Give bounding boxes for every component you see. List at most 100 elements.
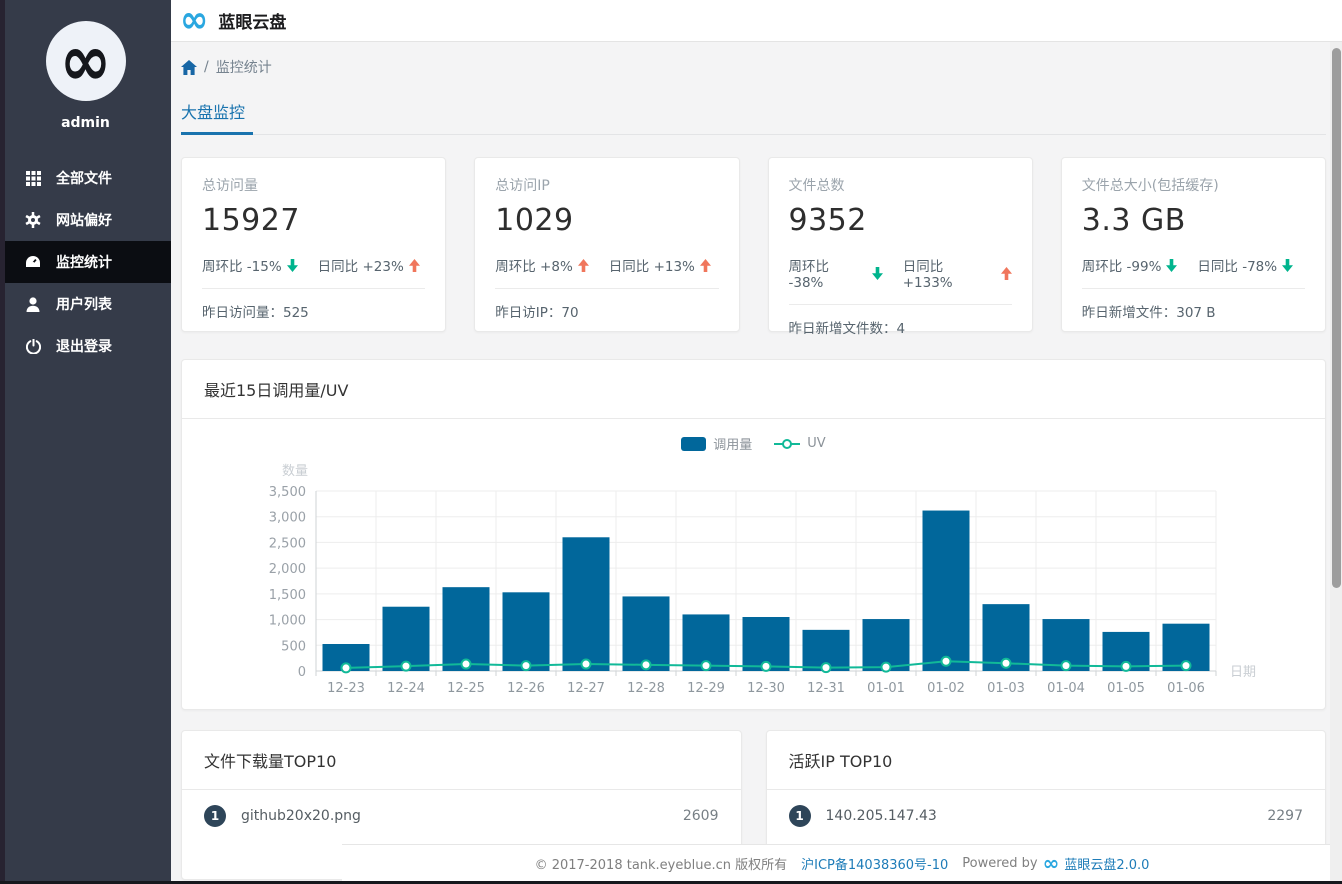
breadcrumb-separator: / (204, 59, 209, 75)
svg-text:12-31: 12-31 (807, 681, 845, 696)
sidebar: ∞ admin 全部文件 网站偏好 监控统计 用户列表 (0, 0, 171, 884)
svg-text:3,500: 3,500 (269, 485, 306, 500)
svg-text:数量: 数量 (282, 464, 308, 479)
trend-arrow-icon (1000, 266, 1012, 280)
rank-badge: 1 (788, 805, 811, 827)
svg-text:01-05: 01-05 (1107, 681, 1145, 696)
copyright-text: © 2017-2018 tank.eyeblue.cn 版权所有 (534, 857, 788, 873)
bar-01-02 (922, 510, 970, 671)
grid-icon (25, 170, 41, 186)
uv-point-12-23 (340, 662, 352, 674)
breadcrumb-current: 监控统计 (215, 60, 272, 76)
trend-day: 日同比 +133% (903, 255, 1012, 291)
svg-text:1,000: 1,000 (269, 614, 306, 629)
trend-day: 日同比 +13% (609, 255, 711, 275)
stat-card-total-visits: 总访问量 15927 周环比 -15% 日同比 +23% 昨日访问量：525 (181, 157, 447, 332)
bar-12-25 (442, 587, 490, 671)
sidebar-item-label: 监控统计 (56, 255, 112, 271)
bar-12-26 (502, 592, 550, 671)
list-item: 1 140.205.147.43 2297 (767, 790, 1326, 842)
uv-point-12-29 (700, 660, 712, 672)
legend-item-calls[interactable]: 调用量 (681, 434, 752, 453)
stat-card-total-files: 文件总数 9352 周环比 -38% 日同比 +133% 昨日新增文件数：4 (767, 157, 1033, 337)
infinity-logo-icon: ∞ (59, 21, 112, 101)
uv-series-swatch-icon (774, 438, 801, 449)
svg-text:3,000: 3,000 (269, 511, 306, 526)
top-header: ∞ 蓝眼云盘 (171, 0, 1342, 42)
stat-card-total-ips: 总访问IP 1029 周环比 +8% 日同比 +13% 昨日访IP：70 (474, 157, 740, 332)
file-name: github20x20.png (241, 808, 361, 824)
stat-label: 总访问量 (202, 178, 258, 194)
trend-week: 周环比 -99% (1082, 255, 1178, 275)
trend-week: 周环比 -15% (202, 255, 298, 275)
list-item: 1 github20x20.png 2609 (182, 790, 741, 842)
uv-point-12-25 (460, 658, 472, 670)
tab-dashboard-monitor[interactable]: 大盘监控 (181, 99, 253, 135)
sidebar-item-logout[interactable]: 退出登录 (0, 325, 171, 367)
breadcrumb: / 监控统计 (181, 56, 1326, 78)
stat-value: 9352 (788, 203, 867, 238)
sidebar-item-user-list[interactable]: 用户列表 (0, 283, 171, 325)
footer-logo-icon: ∞ (1042, 851, 1060, 875)
svg-text:01-03: 01-03 (987, 681, 1025, 696)
svg-text:01-01: 01-01 (867, 681, 905, 696)
power-icon (25, 338, 41, 354)
uv-point-12-31 (820, 662, 832, 674)
svg-text:12-30: 12-30 (747, 681, 785, 696)
svg-text:2,500: 2,500 (269, 536, 306, 551)
legend-item-uv[interactable]: UV (774, 436, 826, 451)
svg-text:1,500: 1,500 (269, 588, 306, 603)
uv-chart-card: 最近15日调用量/UV 调用量 UV 0 500 1,000 1,500 2,000 2,… (181, 359, 1326, 710)
uv-point-12-27 (580, 658, 592, 670)
uv-point-12-26 (520, 660, 532, 672)
stat-label: 文件总大小(包括缓存) (1081, 178, 1219, 194)
uv-point-01-01 (880, 661, 892, 673)
svg-text:01-06: 01-06 (1167, 681, 1205, 696)
uv-point-01-02 (940, 655, 952, 667)
stat-footer: 昨日访IP：70 (495, 305, 579, 321)
scrollbar-track[interactable] (1330, 42, 1342, 881)
svg-text:0: 0 (298, 665, 306, 680)
trend-week: 周环比 -38% (789, 255, 883, 291)
trend-day: 日同比 -78% (1197, 255, 1294, 275)
trend-arrow-icon (1282, 258, 1294, 272)
top-active-ips-title: 活跃IP TOP10 (766, 731, 1325, 790)
powered-by-text: Powered by (962, 855, 1038, 871)
trend-week: 周环比 +8% (495, 255, 589, 275)
stat-footer: 昨日新增文件：307 B (1081, 305, 1216, 321)
bar-12-24 (382, 606, 430, 671)
sidebar-item-monitoring-stats[interactable]: 监控统计 (0, 241, 171, 283)
icp-link[interactable]: 沪ICP备14038360号-10 (801, 857, 949, 873)
trend-arrow-icon (871, 266, 883, 280)
app-logo-icon[interactable]: ∞ (180, 0, 209, 42)
legend-label: UV (807, 436, 826, 451)
calls-series-swatch-icon (681, 436, 707, 451)
sidebar-item-site-preferences[interactable]: 网站偏好 (0, 199, 171, 241)
trend-arrow-icon (699, 258, 711, 272)
sidebar-item-label: 网站偏好 (56, 213, 112, 229)
sidebar-item-all-files[interactable]: 全部文件 (0, 157, 171, 199)
stat-label: 总访问IP (495, 178, 550, 194)
svg-text:12-28: 12-28 (627, 681, 665, 696)
home-icon[interactable] (181, 59, 197, 75)
trend-arrow-icon (408, 258, 420, 272)
gear-icon (25, 212, 41, 228)
chart-legend: 调用量 UV (182, 434, 1325, 453)
stat-label: 文件总数 (788, 178, 845, 194)
window-bottom-edge (0, 881, 1342, 884)
product-link[interactable]: 蓝眼云盘2.0.0 (1064, 857, 1150, 873)
uv-chart-plot: 0 500 1,000 1,500 2,000 2,500 3,000 3,500 12-23 1… (182, 455, 1325, 709)
scrollbar-thumb[interactable] (1331, 48, 1341, 588)
sidebar-item-label: 全部文件 (56, 171, 112, 187)
tabs-bar: 大盘监控 (181, 99, 1326, 135)
stat-value: 15927 (202, 203, 300, 238)
svg-text:12-23: 12-23 (327, 681, 365, 696)
top-downloads-title: 文件下载量TOP10 (182, 731, 741, 790)
svg-text:2,000: 2,000 (269, 562, 306, 577)
svg-text:日期: 日期 (1230, 665, 1256, 680)
footer: © 2017-2018 tank.eyeblue.cn 版权所有 沪ICP备14… (342, 844, 1342, 881)
svg-text:12-25: 12-25 (447, 681, 485, 696)
svg-text:12-24: 12-24 (387, 681, 425, 696)
app-title: 蓝眼云盘 (218, 13, 287, 33)
trend-arrow-icon (577, 258, 589, 272)
